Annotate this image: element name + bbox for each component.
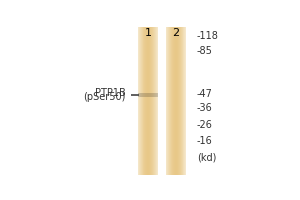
Bar <box>149 93 150 97</box>
Bar <box>151 93 152 97</box>
Bar <box>150 93 151 97</box>
Text: 1: 1 <box>144 28 152 38</box>
Text: (kd): (kd) <box>197 152 216 162</box>
Bar <box>152 93 153 97</box>
Text: 2: 2 <box>172 28 179 38</box>
Text: -16: -16 <box>197 136 212 146</box>
Bar <box>157 93 158 97</box>
Bar <box>142 93 143 97</box>
Text: PTP1B: PTP1B <box>95 88 126 98</box>
Bar <box>144 93 145 97</box>
Text: -47: -47 <box>197 89 213 99</box>
Text: (pSer50): (pSer50) <box>83 92 126 102</box>
Bar <box>153 93 154 97</box>
Bar <box>155 93 156 97</box>
Bar <box>154 93 155 97</box>
Bar <box>140 93 141 97</box>
Bar <box>138 93 139 97</box>
Text: -36: -36 <box>197 103 212 113</box>
Bar <box>148 93 149 97</box>
Bar <box>143 93 144 97</box>
Bar <box>147 93 148 97</box>
Bar <box>156 93 157 97</box>
Bar <box>141 93 142 97</box>
Text: -118: -118 <box>197 31 219 41</box>
Bar <box>146 93 147 97</box>
Text: -26: -26 <box>197 120 213 130</box>
Bar <box>145 93 146 97</box>
Bar <box>139 93 140 97</box>
Text: -85: -85 <box>197 46 213 56</box>
Bar <box>154 93 155 97</box>
